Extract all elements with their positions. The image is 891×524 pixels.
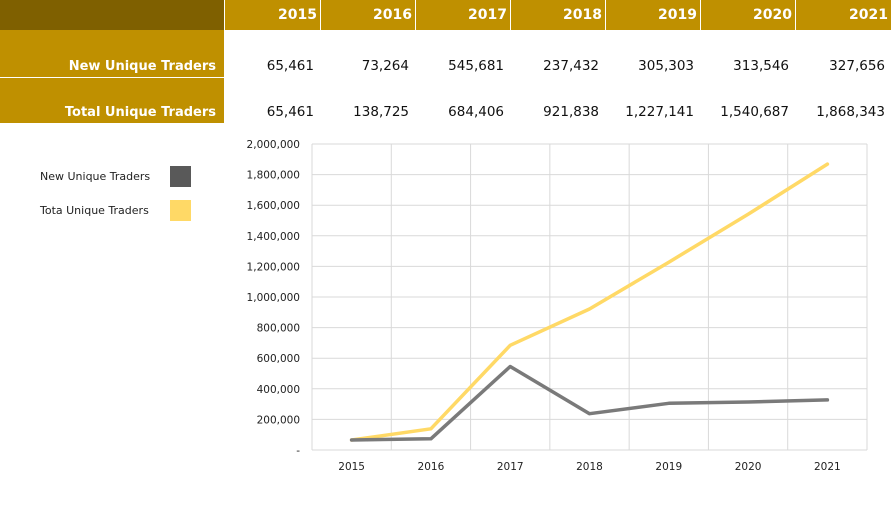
year-header: 2015 (224, 0, 320, 30)
year-header: 2016 (320, 0, 415, 30)
legend-label: New Unique Traders (40, 170, 151, 183)
y-tick-label: 800,000 (257, 323, 300, 335)
legend-swatch (170, 200, 191, 221)
series-line-new-unique-traders (349, 364, 830, 442)
y-axis-ticks: - 200,000 400,000 600,000 800,000 1,000,000 1,… (247, 139, 301, 457)
table-corner (0, 0, 224, 30)
y-tick-label: 1,000,000 (247, 292, 300, 304)
legend-item-total: Tota Unique Traders (40, 200, 200, 222)
table-header-row: 2015 2016 2017 2018 2019 2020 2021 (0, 0, 891, 30)
year-header: 2019 (605, 0, 700, 30)
table-row: Total Unique Traders 65,461 138,725 684,… (0, 78, 891, 124)
table-cell: 545,681 (448, 58, 504, 74)
y-tick-label: 1,800,000 (247, 170, 300, 182)
table-row: New Unique Traders 65,461 73,264 545,681… (0, 30, 891, 78)
table-cell: 138,725 (353, 104, 409, 120)
y-tick-label: 2,000,000 (247, 139, 300, 151)
year-header: 2020 (700, 0, 795, 30)
y-tick-label: 1,400,000 (247, 231, 300, 243)
table-cell: 921,838 (543, 104, 599, 120)
x-tick-label: 2020 (735, 461, 762, 473)
x-tick-label: 2016 (418, 461, 445, 473)
table-cell: 237,432 (543, 58, 599, 74)
x-tick-label: 2021 (814, 461, 841, 473)
table-cell: 65,461 (266, 104, 314, 120)
table-cell: 1,227,141 (625, 104, 694, 120)
y-tick-label: 400,000 (257, 384, 300, 396)
chart-series (349, 162, 830, 442)
table-cell: 1,540,687 (720, 104, 789, 120)
x-tick-label: 2019 (655, 461, 682, 473)
table-cell: 313,546 (733, 58, 789, 74)
legend-label: Tota Unique Traders (40, 204, 149, 217)
series-line-total-unique-traders (349, 162, 830, 442)
legend-swatch (170, 166, 191, 187)
y-tick-label: - (296, 445, 300, 457)
table-cell: 684,406 (448, 104, 504, 120)
table-cell: 327,656 (829, 58, 885, 74)
year-header: 2021 (795, 0, 891, 30)
table-cell: 73,264 (361, 58, 409, 74)
y-tick-label: 200,000 (257, 414, 300, 426)
table-cell: 305,303 (638, 58, 694, 74)
table-cell: 1,868,343 (816, 104, 885, 120)
table-cell: 65,461 (266, 58, 314, 74)
row-label-new: New Unique Traders (0, 30, 224, 77)
year-header: 2017 (415, 0, 510, 30)
y-tick-label: 1,200,000 (247, 261, 300, 273)
chart-grid (311, 143, 868, 451)
x-axis-ticks: 2015 2016 2017 2018 2019 2020 2021 (338, 461, 840, 473)
row-label-total: Total Unique Traders (0, 78, 224, 123)
x-tick-label: 2018 (576, 461, 603, 473)
y-tick-label: 600,000 (257, 353, 300, 365)
x-tick-label: 2017 (497, 461, 524, 473)
legend-item-new: New Unique Traders (40, 166, 200, 188)
x-tick-label: 2015 (338, 461, 365, 473)
y-tick-label: 1,600,000 (247, 200, 300, 212)
year-header: 2018 (510, 0, 605, 30)
